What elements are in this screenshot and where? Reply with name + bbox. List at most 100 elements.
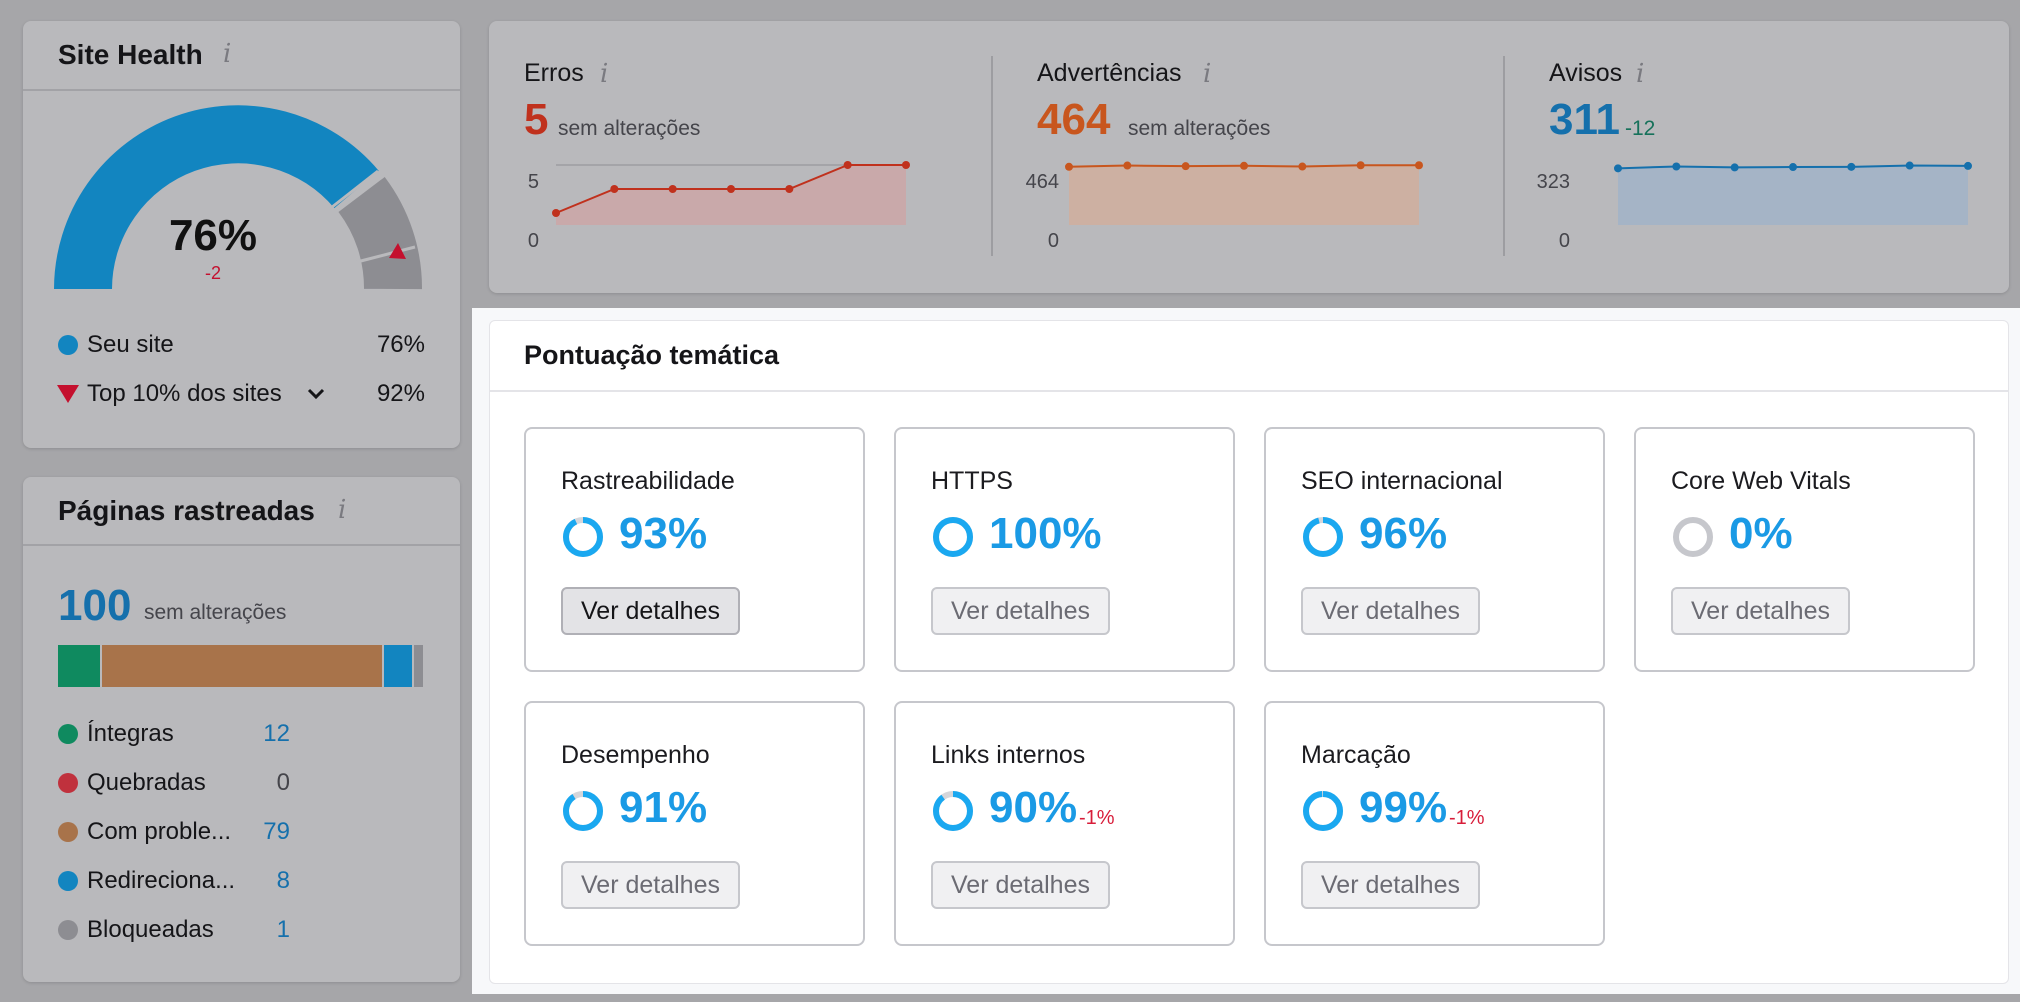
gauge-split-line bbox=[326, 169, 379, 213]
sparkline-point bbox=[785, 185, 794, 193]
sparkline-point bbox=[1789, 163, 1797, 172]
sparkline-point bbox=[1240, 161, 1248, 170]
crawled-pages-title: Páginas rastreadas bbox=[58, 495, 315, 526]
top10-label[interactable]: Top 10% dos sites bbox=[87, 380, 282, 407]
score-tile-title: HTTPS bbox=[931, 467, 1013, 495]
bar-segment-blocked[interactable] bbox=[414, 645, 423, 687]
score-percent: 96% bbox=[1359, 509, 1448, 558]
warnings-note: sem alterações bbox=[1128, 117, 1271, 140]
score-percent: 93% bbox=[619, 509, 708, 558]
issues-count[interactable]: 79 bbox=[263, 818, 290, 845]
warnings-value[interactable]: 464 bbox=[1037, 95, 1111, 144]
view-details-button[interactable]: Ver detalhes bbox=[1671, 587, 1850, 635]
errors-note: sem alterações bbox=[558, 117, 701, 140]
sparkline-point bbox=[1672, 162, 1681, 171]
score-delta: -1% bbox=[1079, 807, 1115, 829]
errors-ymax: 5 bbox=[527, 171, 539, 193]
redirected-dot bbox=[58, 871, 78, 891]
healthy-dot bbox=[58, 724, 78, 744]
score-percent: 99% bbox=[1359, 783, 1448, 832]
score-ring-icon bbox=[563, 517, 603, 557]
top10-triangle-icon bbox=[57, 385, 79, 403]
score-tile-title: Core Web Vitals bbox=[1671, 467, 1851, 495]
sparkline-point bbox=[1905, 161, 1914, 170]
sparkline-point bbox=[1614, 164, 1622, 173]
chevron-down-icon[interactable] bbox=[307, 388, 325, 400]
score-tile-title: SEO internacional bbox=[1301, 467, 1503, 495]
score-tile-crawlability: Rastreabilidade 93% Ver detalhes bbox=[524, 427, 865, 672]
redirected-count[interactable]: 8 bbox=[276, 867, 290, 894]
score-ring-icon bbox=[933, 791, 973, 831]
sparkline-point bbox=[1964, 161, 1972, 170]
sparkline-point bbox=[1065, 162, 1073, 171]
sparkline-point bbox=[902, 161, 910, 169]
errors-value[interactable]: 5 bbox=[524, 95, 549, 144]
info-icon[interactable]: i bbox=[1203, 59, 1212, 89]
info-icon[interactable]: i bbox=[223, 39, 232, 69]
view-details-button[interactable]: Ver detalhes bbox=[561, 861, 740, 909]
score-ring-icon bbox=[1303, 791, 1343, 831]
site-health-score: 76% bbox=[168, 211, 258, 260]
divider bbox=[991, 56, 993, 256]
crawled-pages-card: Páginas rastreadas i 100 sem alterações … bbox=[23, 477, 460, 982]
sparkline-point bbox=[1415, 161, 1423, 170]
bar-segment-redirected[interactable] bbox=[384, 645, 415, 687]
score-tile-international-seo: SEO internacional 96% Ver detalhes bbox=[1264, 427, 1605, 672]
warnings-sparkline bbox=[1065, 161, 1423, 225]
blocked-label: Bloqueadas bbox=[87, 916, 214, 943]
thematic-scores-card: Pontuação temática Rastreabilidade 93% Ver… bbox=[489, 320, 2009, 984]
top10-marker-icon bbox=[389, 243, 406, 259]
score-percent: 90% bbox=[989, 783, 1078, 832]
gauge-your-site-arc bbox=[54, 105, 379, 290]
broken-dot bbox=[58, 773, 78, 793]
your-site-label: Seu site bbox=[87, 331, 174, 358]
sparkline-point bbox=[1356, 161, 1365, 170]
score-percent: 91% bbox=[619, 783, 708, 832]
sparkline-area bbox=[1618, 165, 1968, 225]
info-icon[interactable]: i bbox=[1636, 59, 1645, 89]
divider bbox=[23, 544, 460, 546]
site-health-delta: -2 bbox=[204, 263, 221, 283]
crawled-total-note: sem alterações bbox=[144, 601, 287, 624]
divider bbox=[1503, 56, 1505, 256]
issues-dot bbox=[58, 822, 78, 842]
sparkline-point bbox=[1847, 162, 1856, 171]
score-ring-icon bbox=[1673, 517, 1713, 557]
score-tile-https: HTTPS 100% Ver detalhes bbox=[894, 427, 1235, 672]
view-details-button[interactable]: Ver detalhes bbox=[1301, 861, 1480, 909]
view-details-button[interactable]: Ver detalhes bbox=[561, 587, 740, 635]
score-tile-title: Desempenho bbox=[561, 741, 710, 769]
broken-label: Quebradas bbox=[87, 769, 206, 796]
sparkline-point bbox=[1298, 162, 1307, 171]
warnings-label: Advertências bbox=[1037, 59, 1182, 87]
gauge-split-line bbox=[352, 245, 416, 265]
sparkline-point bbox=[843, 161, 852, 169]
blocked-count[interactable]: 1 bbox=[276, 916, 290, 943]
notices-ymin: 0 bbox=[1558, 230, 1570, 252]
notices-label: Avisos bbox=[1549, 59, 1623, 87]
view-details-button[interactable]: Ver detalhes bbox=[1301, 587, 1480, 635]
your-site-value: 76% bbox=[376, 331, 425, 358]
view-details-button[interactable]: Ver detalhes bbox=[931, 861, 1110, 909]
score-tile-title: Links internos bbox=[931, 741, 1086, 769]
notices-value[interactable]: 311 bbox=[1549, 95, 1620, 144]
bar-segment-issues[interactable] bbox=[101, 645, 385, 687]
crawled-total[interactable]: 100 bbox=[58, 581, 132, 630]
your-site-dot bbox=[58, 335, 78, 355]
bar-segment-healthy[interactable] bbox=[58, 645, 102, 687]
broken-count: 0 bbox=[276, 769, 290, 796]
top10-value: 92% bbox=[376, 380, 425, 407]
info-icon[interactable]: i bbox=[338, 495, 347, 525]
score-ring-icon bbox=[563, 791, 603, 831]
view-details-button[interactable]: Ver detalhes bbox=[931, 587, 1110, 635]
info-icon[interactable]: i bbox=[600, 59, 609, 89]
sparkline-point bbox=[668, 185, 677, 193]
score-tile-markup: Marcação 99% -1% Ver detalhes bbox=[1264, 701, 1605, 946]
score-ring-icon bbox=[933, 517, 973, 557]
score-ring-icon bbox=[1303, 517, 1343, 557]
healthy-count[interactable]: 12 bbox=[263, 720, 290, 747]
sparkline-point bbox=[610, 185, 619, 193]
sparkline-area bbox=[556, 165, 906, 225]
notices-sparkline bbox=[1614, 161, 1972, 225]
score-tile-title: Rastreabilidade bbox=[561, 467, 735, 495]
